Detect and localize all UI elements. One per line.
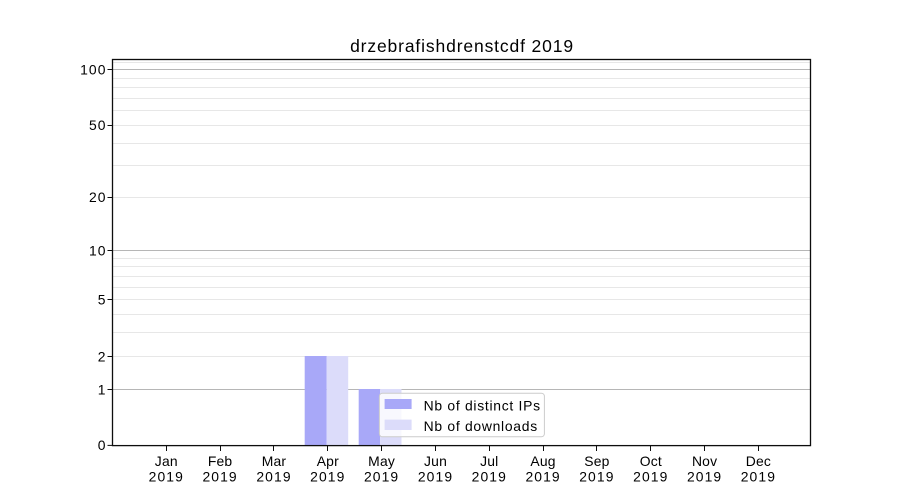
svg-text:Nov: Nov [692, 453, 717, 469]
svg-text:2019: 2019 [579, 469, 614, 485]
svg-text:2: 2 [98, 348, 107, 364]
svg-text:Apr: Apr [317, 453, 339, 469]
svg-text:Jan: Jan [155, 453, 178, 469]
svg-text:Mar: Mar [262, 453, 287, 469]
svg-text:2019: 2019 [256, 469, 291, 485]
svg-text:100: 100 [80, 61, 106, 77]
svg-text:Dec: Dec [746, 453, 771, 469]
svg-text:Sep: Sep [584, 453, 609, 469]
svg-text:Feb: Feb [208, 453, 233, 469]
svg-text:2019: 2019 [202, 469, 237, 485]
svg-text:5: 5 [98, 291, 107, 307]
svg-text:2019: 2019 [472, 469, 507, 485]
svg-text:0: 0 [98, 437, 107, 453]
svg-text:2019: 2019 [741, 469, 776, 485]
svg-text:May: May [368, 453, 395, 469]
svg-text:2019: 2019 [149, 469, 184, 485]
svg-text:Jul: Jul [480, 453, 498, 469]
svg-text:50: 50 [89, 117, 107, 133]
svg-text:2019: 2019 [418, 469, 453, 485]
svg-text:Aug: Aug [530, 453, 555, 469]
svg-text:2019: 2019 [525, 469, 560, 485]
svg-text:2019: 2019 [310, 469, 345, 485]
svg-text:Nb of distinct IPs: Nb of distinct IPs [424, 397, 541, 413]
svg-text:drzebrafishdrenstcdf 2019: drzebrafishdrenstcdf 2019 [350, 36, 574, 56]
svg-text:20: 20 [89, 189, 107, 205]
svg-text:10: 10 [89, 242, 107, 258]
svg-text:2019: 2019 [364, 469, 399, 485]
svg-text:2019: 2019 [687, 469, 722, 485]
svg-text:Oct: Oct [640, 453, 662, 469]
svg-text:1: 1 [98, 381, 107, 397]
svg-text:Jun: Jun [424, 453, 447, 469]
svg-text:Nb of downloads: Nb of downloads [424, 418, 538, 434]
svg-text:2019: 2019 [633, 469, 668, 485]
